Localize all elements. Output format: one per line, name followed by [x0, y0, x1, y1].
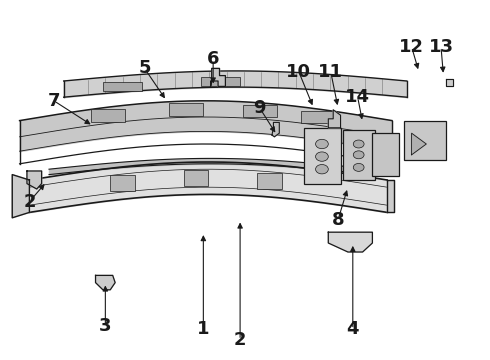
Polygon shape [27, 171, 42, 189]
Polygon shape [328, 232, 372, 252]
Polygon shape [272, 122, 279, 137]
Circle shape [316, 165, 328, 174]
Polygon shape [328, 110, 341, 128]
Polygon shape [96, 275, 115, 290]
Polygon shape [387, 180, 394, 212]
Text: 10: 10 [286, 63, 312, 81]
Circle shape [316, 139, 328, 149]
Bar [169, 103, 203, 116]
Bar [301, 111, 336, 123]
Text: 1: 1 [197, 320, 210, 338]
Text: 14: 14 [345, 88, 370, 106]
Text: 7: 7 [48, 92, 60, 110]
Bar [257, 173, 282, 189]
Text: 8: 8 [332, 211, 344, 229]
Text: 6: 6 [207, 50, 220, 68]
Polygon shape [211, 68, 225, 86]
Bar [372, 133, 399, 176]
Text: 4: 4 [346, 320, 359, 338]
Bar [304, 128, 341, 184]
Text: 9: 9 [253, 99, 266, 117]
Text: 12: 12 [399, 38, 424, 56]
Bar [184, 170, 208, 186]
Circle shape [353, 163, 364, 171]
Text: 5: 5 [138, 59, 151, 77]
Polygon shape [412, 133, 426, 155]
Bar [201, 77, 240, 86]
Text: 13: 13 [428, 38, 454, 56]
Text: 3: 3 [99, 317, 112, 335]
Text: 2: 2 [23, 193, 36, 211]
Circle shape [353, 140, 364, 148]
Bar [243, 105, 277, 117]
Text: 11: 11 [318, 63, 343, 81]
Bar [110, 175, 135, 191]
Polygon shape [446, 79, 453, 86]
Bar [103, 82, 142, 91]
Circle shape [316, 152, 328, 161]
Bar [91, 109, 125, 122]
Polygon shape [12, 175, 29, 218]
Text: 2: 2 [234, 331, 246, 349]
Bar [343, 130, 375, 180]
FancyBboxPatch shape [404, 121, 446, 160]
Circle shape [353, 151, 364, 159]
